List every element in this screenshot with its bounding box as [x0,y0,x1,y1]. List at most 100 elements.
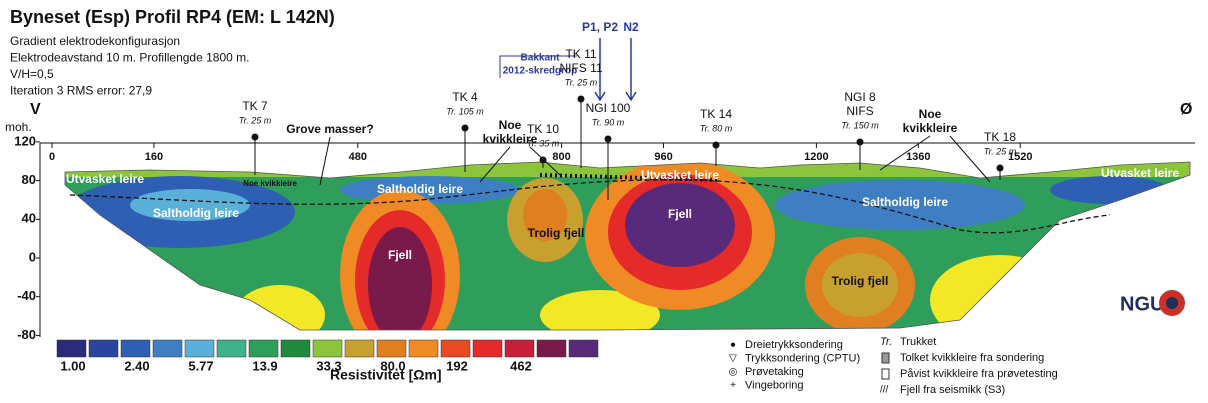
section-label: Utvasket leire [66,172,144,186]
legend-abbr: Tr. [880,336,892,348]
section-label: Trolig fjell [528,226,585,240]
x-tick-label: 0 [49,151,55,163]
legend-symbol-label: Dreietrykksondering [745,339,843,351]
borehole-label: NIFS 11 [559,61,602,75]
x-tick-label: 1520 [1008,151,1032,163]
borehole-label: TK 11 [565,47,596,61]
x-tick-label: 1360 [906,151,930,163]
marker-label: P1, P2 [582,20,618,34]
logo: NGU [1120,293,1164,315]
legend-box [881,352,890,364]
x-tick-label: 160 [145,151,163,163]
colorbar-label: 2.40 [124,358,149,373]
colorbar-swatch [344,339,375,358]
legend-note: Trukket [900,336,936,348]
borehole-label: NIFS [846,104,873,118]
leader [319,136,331,186]
y-tick-label: 80 [22,172,36,187]
borehole-label: TK 4 [452,90,478,104]
borehole-label: TK 14 [700,107,732,121]
section-label: Fjell [668,207,692,221]
borehole-label: TK 10 [527,122,559,136]
seismic-bedrock [539,173,721,182]
colorbar-swatch [56,339,87,358]
x-tick-label: 800 [552,151,570,163]
orientation-left: V [30,101,41,118]
legend-note: Fjell fra seismikk (S3) [900,384,1005,396]
borehole-label: Tr. 90 m [592,117,625,127]
legend-note: Påvist kvikkleire fra prøvetesting [900,368,1058,380]
section-label: Trolig fjell [832,274,889,288]
colorbar-swatch [408,339,439,358]
borehole-label: Tr. 150 m [841,120,879,130]
info-line: Gradient elektrodekonfigurasjon [10,34,180,48]
legend-symbol-label: Trykksondering (CPTU) [745,352,860,364]
legend-symbol-label: Vingeboring [745,379,804,391]
y-axis-label: moh. [5,120,32,134]
colorbar-label: 80.0 [380,358,405,373]
colorbar-swatch [376,339,407,358]
y-tick-label: -40 [17,288,36,303]
y-tick-label: 120 [14,133,36,148]
y-tick-label: 0 [29,249,36,264]
colorbar-label: 462 [510,358,532,373]
section-label: Saltholdig leire [377,182,463,196]
colorbar-label: 33.3 [316,358,341,373]
x-tick-label: 1200 [804,151,828,163]
colorbar-swatch [536,339,567,358]
colorbar-swatch [88,339,119,358]
borehole-label: Tr. 80 m [700,123,733,133]
colorbar-label: 1.00 [60,358,85,373]
colorbar-swatch [216,339,247,358]
leader [529,146,561,176]
legend-note: Tolket kvikkleire fra sondering [900,352,1044,364]
borehole-label: Tr. 105 m [446,106,484,116]
section-label: Saltholdig leire [862,195,948,209]
colorbar-swatch [440,339,471,358]
scar-label: Bakkant [521,53,561,64]
scar-label: 2012-skredgrop [503,66,577,77]
section-label: Fjell [388,248,412,262]
legend-box [881,368,890,380]
leader [949,135,991,183]
borehole-label: Tr. 35 m [527,138,560,148]
borehole-label: Tr. 25 m [984,146,1017,156]
borehole-label: TK 18 [984,130,1016,144]
legend-symbol: ▽ [729,353,737,364]
borehole-label: NGI 8 [844,90,876,104]
legend-symbol: + [730,380,736,391]
colorbar-label: 13.9 [252,358,277,373]
colorbar-swatch [120,339,151,358]
info-line: Iteration 3 RMS error: 27,9 [10,84,152,98]
leader [879,135,931,171]
section-label: Utvasket leire [1101,166,1179,180]
borehole-label: Tr. 25 m [565,77,598,87]
scar-bracket [499,55,577,78]
colorbar-label: 192 [446,358,468,373]
y-tick-label: -80 [17,327,36,342]
section-label: Utvasket leire [641,168,719,182]
borehole-label: Tr. 25 m [239,115,272,125]
colorbar-swatch [152,339,183,358]
arrows [594,38,637,102]
logo-mark [1166,297,1178,309]
marker-label: N2 [623,20,639,34]
colorbar-swatch [248,339,279,358]
legend-symbol-label: Prøvetaking [745,366,804,378]
boundary-line [69,179,1111,234]
info-line: Elektrodeavstand 10 m. Profillengde 1800… [10,51,249,65]
title: Byneset (Esp) Profil RP4 (EM: L 142N) [10,7,335,27]
orientation-right: Ø [1180,101,1192,118]
annotation: Noe kvikkleire [903,107,958,135]
legend-symbol: ● [730,340,736,351]
section-label: Noe kvikkleire [243,179,297,188]
x-tick-label: 480 [349,151,367,163]
x-tick-label: 960 [654,151,672,163]
legend-symbol: /// [880,385,889,396]
section-label: Saltholdig leire [153,206,239,220]
colorbar-swatch [568,339,599,358]
colorbar-swatch [472,339,503,358]
y-tick-label: 40 [22,211,36,226]
annotation: Noe kvikkleire [483,118,538,146]
